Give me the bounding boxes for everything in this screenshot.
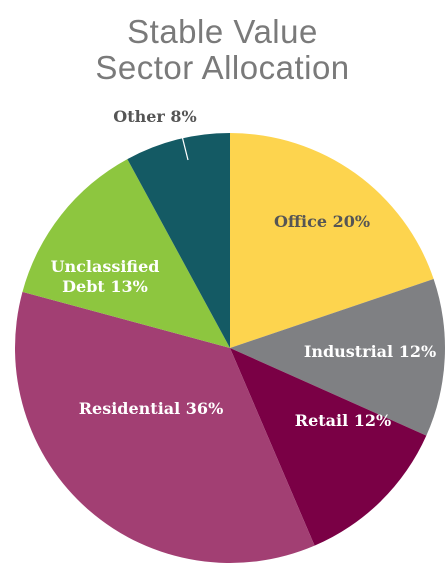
- value-label: 8%: [170, 107, 197, 126]
- value-label: 36%: [185, 399, 224, 418]
- pie-slice: [230, 279, 445, 436]
- value-label: 20%: [332, 212, 371, 231]
- chart-title: Stable Value Sector Allocation: [0, 14, 445, 86]
- category-label: Residential: [78, 399, 181, 418]
- value-label: 13%: [110, 277, 148, 296]
- category-label: Other: [113, 107, 165, 126]
- pie-slice: [230, 348, 427, 546]
- category-label: Industrial: [303, 342, 394, 361]
- slice-label: Residential 36%: [79, 399, 224, 419]
- title-line: Stable Value: [127, 13, 318, 50]
- slice-label: Retail 12%: [295, 411, 391, 431]
- pie-slice: [15, 291, 315, 563]
- title-line: Sector Allocation: [95, 49, 350, 86]
- value-label: 12%: [398, 342, 437, 361]
- slice-label: Industrial 12%: [304, 342, 436, 362]
- pie-slice: [22, 159, 230, 348]
- category-label: Retail: [294, 411, 349, 430]
- pie-slice: [127, 133, 230, 348]
- slice-label: Other 8%: [113, 107, 197, 127]
- value-label: 12%: [353, 411, 392, 430]
- category-label: Unclassified Debt: [50, 257, 160, 296]
- slice-label: Unclassified Debt 13%: [40, 257, 170, 297]
- slice-label: Office 20%: [274, 212, 370, 232]
- pie-slice: [230, 133, 434, 348]
- category-label: Office: [273, 212, 328, 231]
- leader-line: [179, 127, 189, 161]
